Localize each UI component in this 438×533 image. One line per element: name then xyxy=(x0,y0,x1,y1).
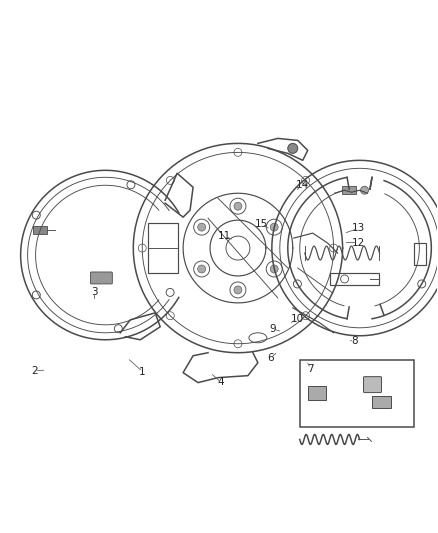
Circle shape xyxy=(198,223,206,231)
Text: 8: 8 xyxy=(351,336,358,346)
Text: 3: 3 xyxy=(91,287,98,297)
Circle shape xyxy=(360,186,368,194)
Text: 6: 6 xyxy=(267,353,273,364)
Bar xyxy=(32,226,46,234)
Text: 7: 7 xyxy=(307,364,314,374)
Bar xyxy=(414,243,426,265)
Circle shape xyxy=(270,223,278,231)
Text: 11: 11 xyxy=(218,231,231,241)
Text: 12: 12 xyxy=(352,238,365,248)
Bar xyxy=(308,385,326,400)
FancyBboxPatch shape xyxy=(90,272,112,284)
Text: 1: 1 xyxy=(139,367,146,377)
Bar xyxy=(330,273,379,285)
Bar xyxy=(342,186,356,194)
Circle shape xyxy=(198,265,206,273)
Bar xyxy=(148,223,178,273)
Text: 13: 13 xyxy=(352,223,365,233)
Text: 10: 10 xyxy=(291,313,304,324)
Circle shape xyxy=(234,286,242,294)
Text: 15: 15 xyxy=(255,219,268,229)
Text: 9: 9 xyxy=(269,324,276,334)
Circle shape xyxy=(270,265,278,273)
Text: 4: 4 xyxy=(218,377,225,387)
Circle shape xyxy=(288,143,298,154)
Text: 2: 2 xyxy=(32,366,38,376)
FancyBboxPatch shape xyxy=(364,377,381,393)
Circle shape xyxy=(234,202,242,210)
Bar xyxy=(371,395,392,408)
Text: 14: 14 xyxy=(295,180,309,190)
